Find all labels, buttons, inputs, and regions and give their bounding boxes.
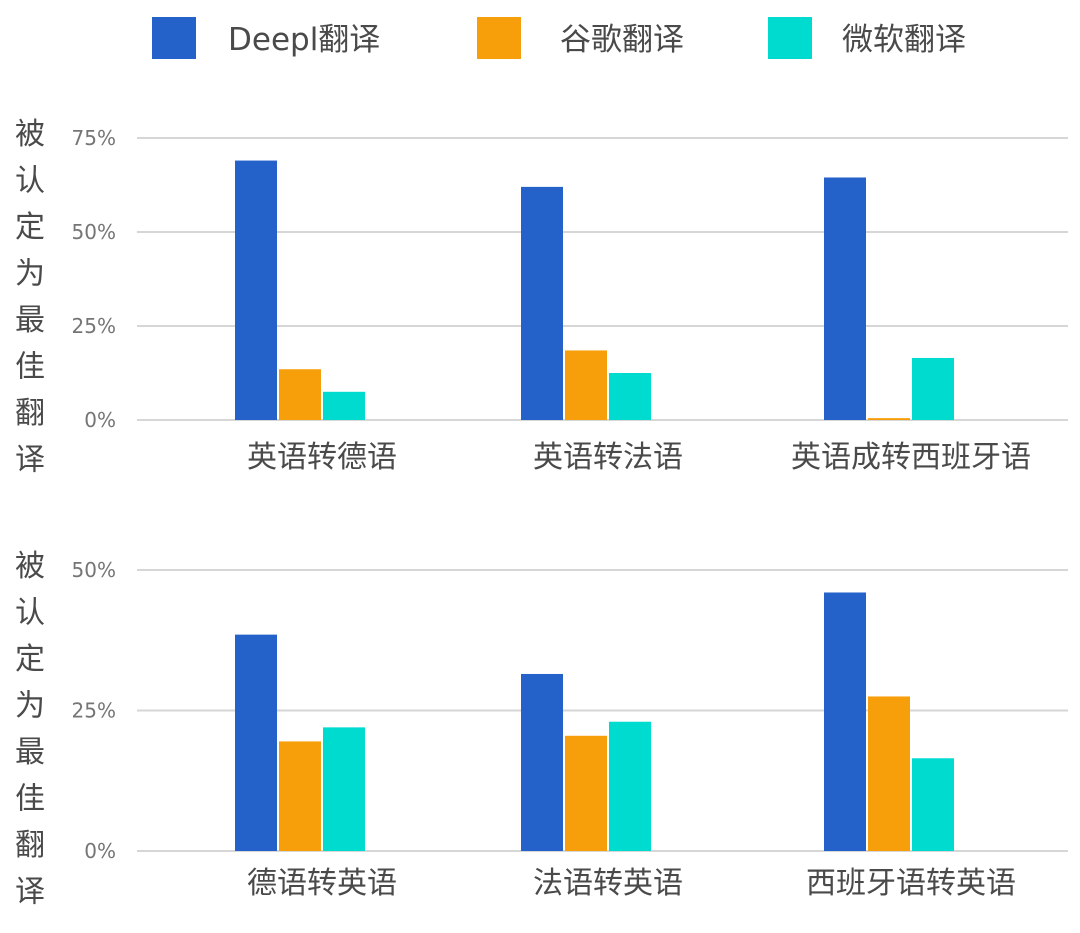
- y-axis-label-char-2-0: 被: [15, 549, 45, 584]
- bar-2-谷歌翻译-西班牙语转英语: [868, 696, 910, 851]
- y-axis-label-char-2-1: 认: [15, 596, 45, 631]
- y-tick-label-2-1: 25%: [72, 699, 116, 723]
- y-tick-label-2-0: 0%: [84, 839, 116, 863]
- legend-label-2: 谷歌翻译: [560, 22, 684, 58]
- bar-1-谷歌翻译-英语转法语: [565, 350, 607, 420]
- y-tick-label-1-3: 75%: [72, 126, 116, 150]
- y-axis-label-char-1-0: 被: [15, 117, 45, 152]
- legend-label-3: 微软翻译: [842, 22, 966, 58]
- y-axis-label-char-2-5: 佳: [15, 782, 45, 817]
- y-axis-label-char-1-5: 佳: [15, 350, 45, 385]
- bar-2-Deepl翻译-法语转英语: [521, 673, 563, 851]
- y-axis-label-char-2-4: 最: [15, 735, 45, 770]
- y-axis-label-char-1-1: 认: [15, 164, 45, 199]
- y-axis-label-char-1-4: 最: [15, 303, 45, 338]
- y-axis-label-char-1-7: 译: [15, 443, 45, 478]
- category-label-2-1: 德语转英语: [247, 866, 397, 901]
- category-label-1-1: 英语转德语: [247, 440, 397, 475]
- bar-1-谷歌翻译-英语转德语: [279, 369, 321, 420]
- bar-2-Deepl翻译-德语转英语: [235, 634, 277, 851]
- y-tick-label-1-0: 0%: [84, 408, 116, 432]
- y-axis-label-char-2-2: 定: [15, 642, 45, 677]
- bar-1-Deepl翻译-英语转法语: [521, 186, 563, 420]
- legend-swatch-2: [477, 17, 521, 59]
- bar-2-微软翻译-法语转英语: [609, 721, 651, 851]
- y-tick-label-2-2: 50%: [72, 558, 116, 582]
- category-label-2-3: 西班牙语转英语: [806, 866, 1016, 901]
- legend-label-1: Deepl翻译: [228, 22, 380, 58]
- y-axis-label-char-2-3: 为: [15, 689, 45, 724]
- bar-1-谷歌翻译-英语成转西班牙语: [868, 418, 910, 420]
- category-label-1-2: 英语转法语: [533, 440, 683, 475]
- category-label-2-2: 法语转英语: [533, 866, 683, 901]
- y-axis-label-char-1-3: 为: [15, 257, 45, 292]
- bar-2-微软翻译-德语转英语: [323, 727, 365, 851]
- bar-1-微软翻译-英语转法语: [609, 373, 651, 420]
- y-axis-label-char-2-7: 译: [15, 875, 45, 910]
- y-tick-label-1-2: 50%: [72, 220, 116, 244]
- bar-2-谷歌翻译-法语转英语: [565, 735, 607, 851]
- bar-2-Deepl翻译-西班牙语转英语: [824, 592, 866, 851]
- y-axis-label-char-1-6: 翻: [15, 396, 45, 431]
- legend-swatch-3: [768, 17, 812, 59]
- y-tick-label-1-1: 25%: [72, 314, 116, 338]
- bar-2-微软翻译-西班牙语转英语: [912, 758, 954, 851]
- y-axis-label-char-1-2: 定: [15, 210, 45, 245]
- bar-1-微软翻译-英语转德语: [323, 391, 365, 420]
- legend-swatch-1: [152, 17, 196, 59]
- bar-2-谷歌翻译-德语转英语: [279, 741, 321, 851]
- y-axis-label-char-2-6: 翻: [15, 828, 45, 863]
- category-label-1-3: 英语成转西班牙语: [791, 440, 1031, 475]
- bar-1-Deepl翻译-英语转德语: [235, 160, 277, 420]
- bar-1-微软翻译-英语成转西班牙语: [912, 357, 954, 420]
- bar-1-Deepl翻译-英语成转西班牙语: [824, 177, 866, 420]
